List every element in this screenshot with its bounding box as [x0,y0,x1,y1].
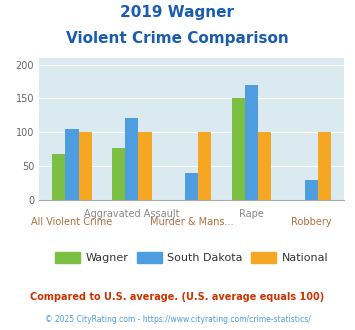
Bar [52,154,65,200]
Text: Compared to U.S. average. (U.S. average equals 100): Compared to U.S. average. (U.S. average … [31,292,324,302]
Bar [78,132,92,200]
Text: Robbery: Robbery [291,216,332,226]
Bar [245,85,258,200]
Bar [198,132,212,200]
Text: Aggravated Assault: Aggravated Assault [84,209,180,219]
Bar [305,180,318,200]
Text: All Violent Crime: All Violent Crime [31,216,113,226]
Legend: Wagner, South Dakota, National: Wagner, South Dakota, National [51,248,333,268]
Text: 2019 Wagner: 2019 Wagner [120,5,235,20]
Text: Murder & Mans...: Murder & Mans... [150,216,234,226]
Text: Violent Crime Comparison: Violent Crime Comparison [66,31,289,46]
Bar [318,132,331,200]
Bar [65,129,78,200]
Bar [185,173,198,200]
Bar [232,98,245,200]
Bar [258,132,271,200]
Text: Rape: Rape [239,209,264,219]
Bar [112,148,125,200]
Text: © 2025 CityRating.com - https://www.cityrating.com/crime-statistics/: © 2025 CityRating.com - https://www.city… [45,315,310,324]
Bar [138,132,152,200]
Bar [125,118,138,200]
